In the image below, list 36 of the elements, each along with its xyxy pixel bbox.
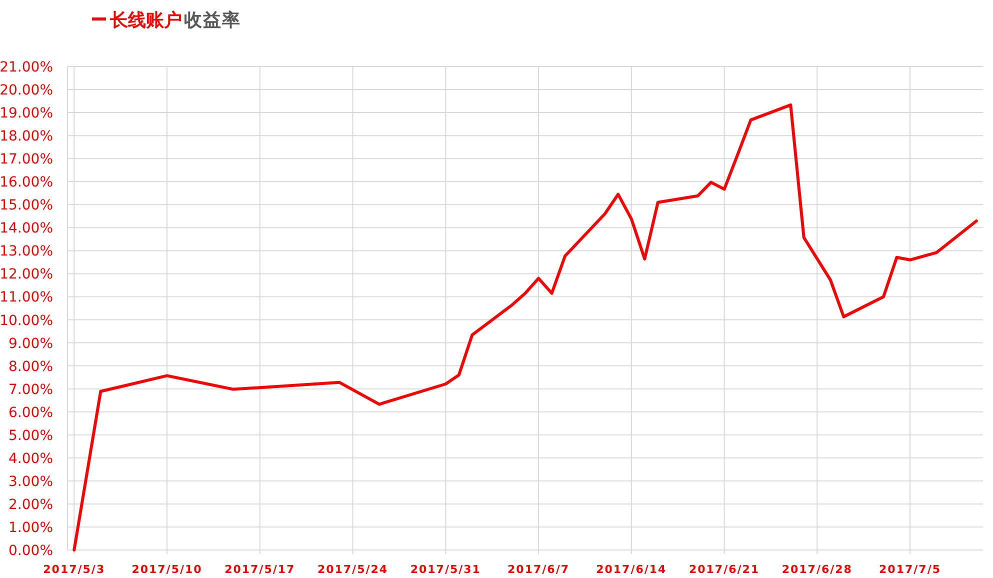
y-tick-label: 11.00% [0,290,53,306]
y-tick-label: 3.00% [8,474,53,490]
x-tick-label: 2017/5/17 [224,563,296,576]
x-tick-label: 2017/5/10 [132,563,202,576]
y-tick-label: 7.00% [8,382,53,398]
y-tick-label: 13.00% [0,244,53,260]
y-tick-label: 18.00% [0,128,53,145]
y-tick-label: 6.00% [8,404,53,421]
x-tick-label: 2017/7/5 [879,563,942,576]
y-tick-label: 14.00% [0,220,53,237]
y-tick-label: 20.00% [0,82,53,99]
line-series [72,103,978,552]
y-tick-label: 4.00% [8,450,53,467]
x-tick-label: 2017/6/7 [508,563,570,576]
y-tick-label: 12.00% [0,266,53,283]
chart-title: 收益率 [184,10,241,31]
y-tick-label: 8.00% [8,358,53,375]
legend: 长线账户 [92,10,182,31]
x-tick-label: 2017/5/3 [43,563,106,576]
y-tick-label: 5.00% [8,428,53,444]
x-tick-label: 2017/5/24 [317,563,388,576]
x-tick-label: 2017/5/31 [410,563,481,576]
x-tick-label: 2017/6/21 [688,563,760,576]
y-tick-label: 0.00% [8,543,53,559]
x-tick-label: 2017/6/28 [782,563,852,576]
y-tick-label: 19.00% [0,106,53,122]
y-tick-label: 17.00% [0,152,53,168]
y-tick-label: 15.00% [0,198,53,214]
y-tick-label: 9.00% [8,336,53,352]
x-tick-label: 2017/6/14 [596,563,667,576]
y-tick-label: 2.00% [8,496,53,513]
y-tick-label: 16.00% [0,174,53,191]
legend-label: 长线账户 [109,10,182,31]
y-tick-label: 10.00% [0,312,53,329]
y-tick-label: 21.00% [0,60,53,76]
y-tick-label: 1.00% [8,520,53,536]
